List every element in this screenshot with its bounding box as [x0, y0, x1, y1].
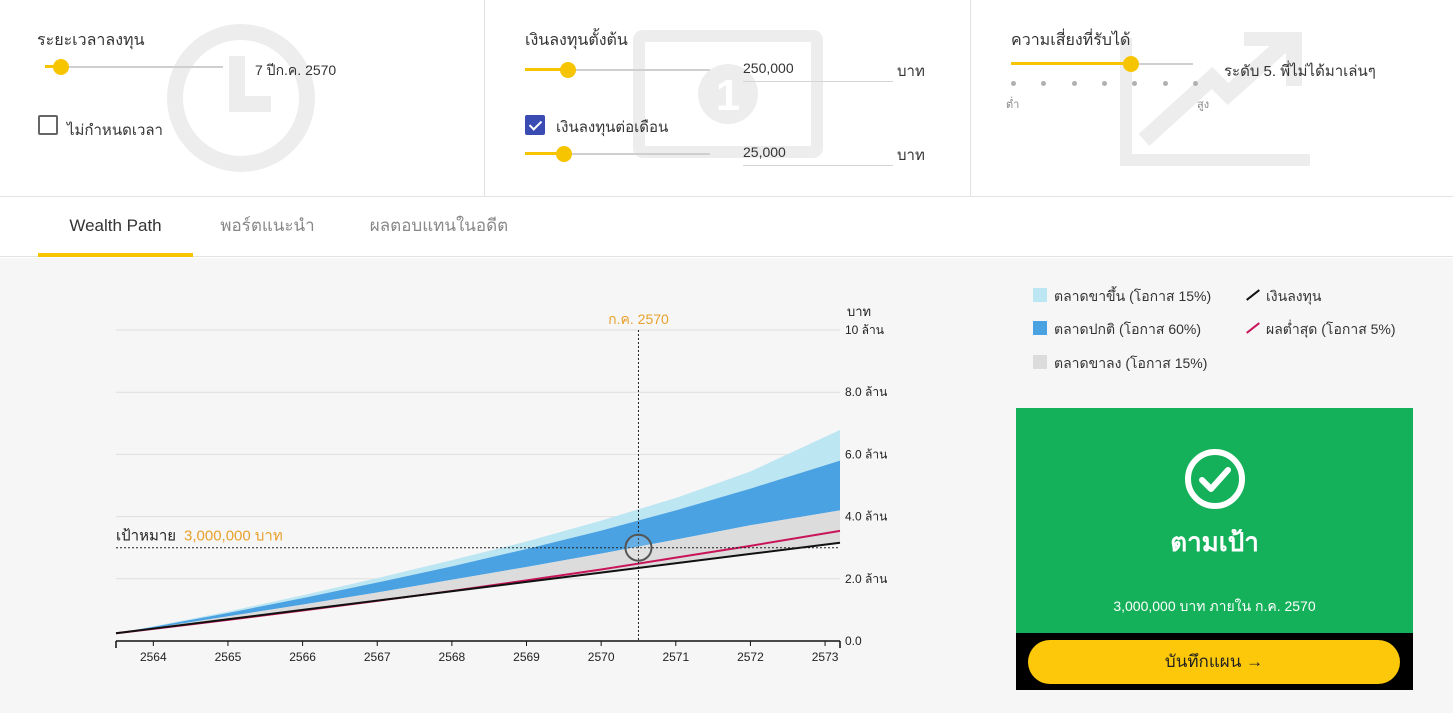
slider-thumb[interactable]: [53, 59, 70, 75]
duration-value: 7 ปีก.ค. 2570: [255, 62, 337, 78]
risk-panel: ความเสี่ยงที่รับได้ ระดับ 5. พี่ไม่ได้มา…: [971, 0, 1453, 196]
slider-thumb[interactable]: [1123, 56, 1140, 72]
y-axis-label: บาท: [847, 304, 871, 319]
bear-market-band: [116, 510, 840, 634]
x-tick-label: 2567: [364, 650, 391, 664]
clock-icon: [167, 24, 315, 172]
legend-label: ตลาดขาขึ้น (โอกาส 15%): [1054, 288, 1212, 304]
legend-swatch: [1033, 355, 1047, 369]
risk-level-dot[interactable]: [1071, 81, 1077, 86]
x-tick-label: 2565: [215, 650, 242, 664]
legend-label: ตลาดขาลง (โอกาส 15%): [1054, 355, 1208, 371]
duration-panel: ระยะเวลาลงทุน 7 ปีก.ค. 2570 ไม่กำหนดเวลา: [0, 0, 485, 196]
risk-high-label: สูง: [1197, 99, 1210, 111]
result-detail: 3,000,000 บาท ภายใน ก.ค. 2570: [1113, 598, 1316, 614]
date-marker-label: ก.ค. 2570: [608, 311, 669, 327]
duration-slider[interactable]: [45, 59, 223, 75]
slider-fill: [525, 68, 568, 71]
tab-wealth-path[interactable]: Wealth Path: [38, 197, 193, 257]
monthly-investment-checkbox[interactable]: [525, 115, 545, 135]
result-footer: บันทึกแผน →: [1016, 633, 1413, 690]
risk-level-dot[interactable]: [1162, 81, 1168, 86]
x-tick-label: 2566: [289, 650, 316, 664]
legend-swatch: [1033, 288, 1047, 302]
monthly-investment-unit: บาท: [897, 147, 925, 164]
invested-line: [115, 541, 841, 635]
monthly-investment-slider[interactable]: [525, 146, 710, 162]
legend-line: [1246, 289, 1260, 301]
x-tick-label: 2573: [812, 650, 839, 664]
check-circle-icon: [1185, 449, 1245, 509]
tab-past-returns[interactable]: ผลตอบแทนในอดีต: [369, 216, 509, 235]
x-tick-label: 2571: [662, 650, 689, 664]
slider-thumb[interactable]: [559, 62, 576, 78]
svg-text:1: 1: [716, 71, 740, 120]
x-tick-label: 2570: [588, 650, 615, 664]
monthly-investment-input[interactable]: 25,000: [743, 142, 893, 166]
no-deadline-checkbox[interactable]: [38, 115, 58, 135]
result-card: ตามเป้า 3,000,000 บาท ภายใน ก.ค. 2570 บั…: [1016, 408, 1413, 690]
wealth-path-chart[interactable]: 0.0 2.0 ล้าน 4.0 ล้าน 6.0 ล้าน 8.0 ล้าน 10 ล้…: [0, 258, 960, 713]
slider-thumb[interactable]: [555, 146, 572, 162]
y-tick-label: 2.0 ล้าน: [845, 572, 887, 586]
risk-level-dot[interactable]: [1132, 81, 1138, 86]
risk-level-dot[interactable]: [1192, 81, 1198, 86]
legend-label: ตลาดปกติ (โอกาส 60%): [1054, 321, 1202, 337]
risk-title: ความเสี่ยงที่รับได้: [1011, 32, 1131, 49]
risk-level-dot[interactable]: [1041, 81, 1047, 86]
no-deadline-label: ไม่กำหนดเวลา: [67, 122, 163, 139]
goal-amount: 3,000,000 บาท: [184, 528, 283, 545]
y-tick-label: 8.0 ล้าน: [845, 385, 887, 399]
legend-label: เงินลงทุน: [1266, 288, 1322, 304]
tab-recommended-portfolio[interactable]: พอร์ตแนะนำ: [220, 216, 315, 235]
slider-fill: [525, 152, 564, 155]
initial-investment-unit: บาท: [897, 63, 925, 80]
goal-label: เป้าหมาย: [116, 528, 176, 545]
risk-low-label: ต่ำ: [1006, 99, 1020, 111]
risk-slider[interactable]: [1011, 56, 1193, 72]
y-tick-label: 6.0 ล้าน: [845, 447, 887, 461]
investment-panel: 1 เงินลงทุนตั้งต้น 250,000 บาท เงินลงทุน…: [485, 0, 971, 196]
legend-label: ผลต่ำสุด (โอกาส 5%): [1266, 321, 1396, 337]
goal-marker-circle: [624, 533, 653, 562]
trend-up-icon: [1120, 32, 1310, 166]
initial-investment-slider[interactable]: [525, 62, 710, 78]
x-tick-label: 2569: [513, 650, 540, 664]
risk-level-value: ระดับ 5. พี่ไม่ได้มาเล่นๆ: [1224, 63, 1376, 80]
wealth-path-content: 0.0 2.0 ล้าน 4.0 ล้าน 6.0 ล้าน 8.0 ล้าน 10 ล้…: [0, 258, 1453, 713]
x-tick-label: 2568: [439, 650, 466, 664]
initial-investment-input[interactable]: 250,000: [743, 58, 893, 82]
duration-title: ระยะเวลาลงทุน: [37, 32, 145, 49]
y-tick-label: 0.0: [845, 634, 862, 648]
tab-bar: Wealth Path พอร์ตแนะนำ ผลตอบแทนในอดีต: [0, 197, 1453, 257]
result-status: ตามเป้า: [1170, 527, 1259, 557]
y-tick-label: 4.0 ล้าน: [845, 510, 887, 524]
monthly-investment-label: เงินลงทุนต่อเดือน: [556, 119, 669, 136]
slider-fill: [1011, 62, 1132, 65]
x-tick-label: 2572: [737, 650, 764, 664]
legend-swatch: [1033, 321, 1047, 335]
initial-investment-title: เงินลงทุนตั้งต้น: [525, 32, 628, 49]
y-tick-label: 10 ล้าน: [845, 323, 884, 337]
save-plan-button[interactable]: บันทึกแผน →: [1028, 640, 1400, 684]
plan-settings: ระยะเวลาลงทุน 7 ปีก.ค. 2570 ไม่กำหนดเวลา…: [0, 0, 1453, 197]
legend-line: [1246, 322, 1260, 334]
risk-level-dot[interactable]: [1011, 81, 1016, 86]
slider-fill: [45, 65, 62, 68]
risk-level-dot[interactable]: [1101, 81, 1107, 86]
x-tick-label: 2564: [140, 650, 167, 664]
